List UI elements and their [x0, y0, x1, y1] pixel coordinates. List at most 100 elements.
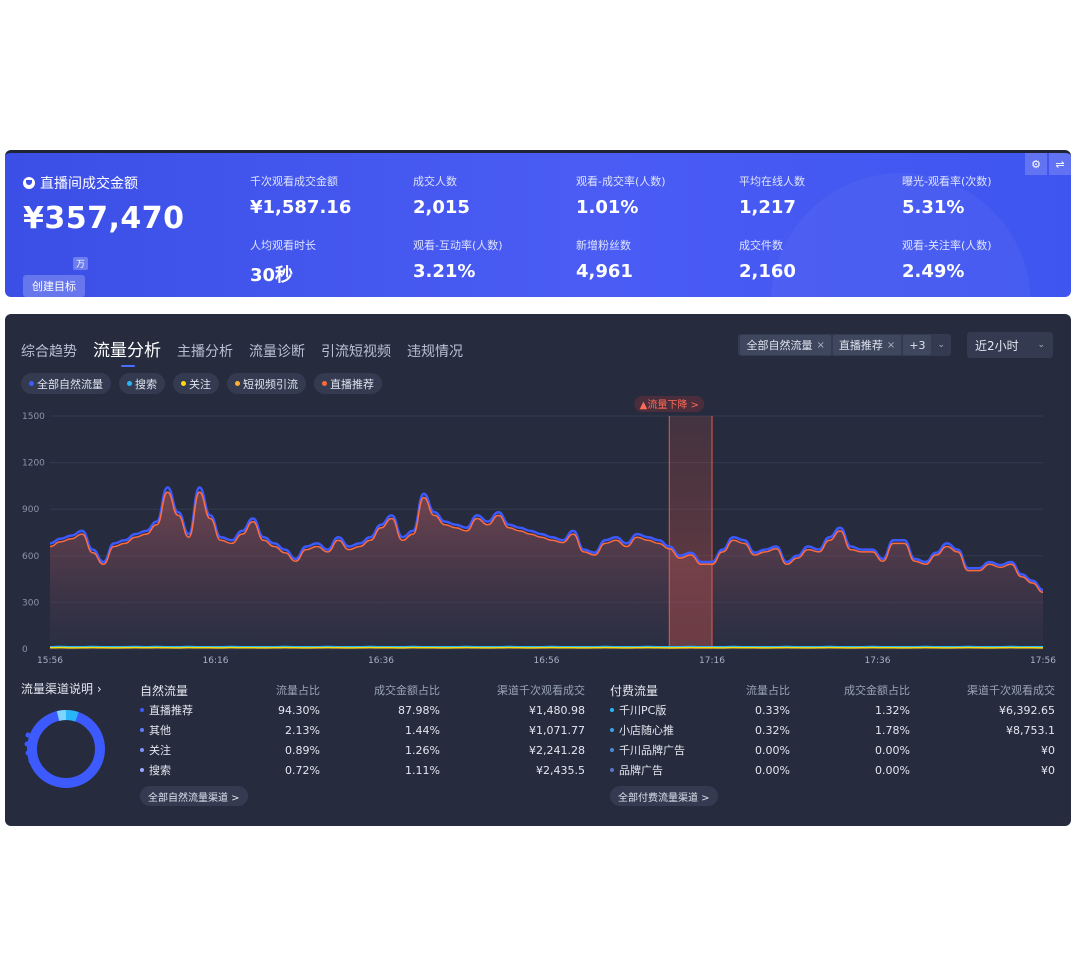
legend-label: 关注	[189, 377, 211, 391]
legend-item-recommend[interactable]: 直播推荐	[314, 373, 382, 394]
row-gpm: ¥0	[1041, 743, 1055, 757]
tab-traffic-diagnosis[interactable]: 流量诊断	[249, 344, 305, 360]
kpi-gpm[interactable]: 千次观看成交金额 ¥1,587.16	[250, 173, 400, 218]
kpi-value: ¥1,587.16	[250, 197, 352, 218]
table-row[interactable]: 品牌广告 0.00% 0.00% ¥0	[610, 760, 1055, 780]
all-paid-channels-button[interactable]: 全部付费流量渠道 >	[610, 786, 718, 806]
x-tick-label: 15:56	[37, 656, 63, 666]
kpi-exposure-view[interactable]: 曝光-观看率(次数) 5.31%	[902, 173, 1052, 218]
table-row[interactable]: 搜索 0.72% 1.11% ¥2,435.5	[140, 760, 585, 780]
row-dot	[610, 768, 614, 772]
kpi-view-conversion[interactable]: 观看-成交率(人数) 1.01%	[576, 173, 726, 218]
tab-overall-trend[interactable]: 综合趋势	[21, 344, 77, 360]
table-row[interactable]: 关注 0.89% 1.26% ¥2,241.28	[140, 740, 585, 760]
swap-icon[interactable]: ⇌	[1049, 153, 1071, 175]
legend-label: 全部自然流量	[37, 377, 103, 391]
channel-explain-link[interactable]: 流量渠道说明 ›	[21, 680, 102, 697]
table-row[interactable]: 千川品牌广告 0.00% 0.00% ¥0	[610, 740, 1055, 760]
legend-item-search[interactable]: 搜索	[119, 373, 165, 394]
donut-dot	[33, 765, 39, 771]
legend-dot	[181, 381, 186, 386]
kpi-value: 1,217	[739, 197, 796, 218]
series-line-全部自然流量	[49, 486, 1044, 592]
close-icon[interactable]: ×	[816, 339, 825, 351]
row-share: 0.89%	[285, 743, 320, 757]
row-share: 0.72%	[285, 763, 320, 777]
legend-dot	[29, 381, 34, 386]
more-filters-count[interactable]: +3	[903, 335, 932, 355]
kpi-follow-rate[interactable]: 观看-关注率(人数) 2.49%	[902, 237, 1052, 282]
header-cell: 流量占比	[276, 684, 320, 697]
kpi-new-fans[interactable]: 新增粉丝数 4,961	[576, 237, 726, 282]
tab-traffic-analysis[interactable]: 流量分析	[93, 336, 161, 367]
row-dot	[610, 748, 614, 752]
tab-short-video[interactable]: 引流短视频	[321, 344, 391, 360]
row-gmv: 1.32%	[875, 703, 910, 717]
row-gmv: 1.26%	[405, 743, 440, 757]
traffic-trend-chart: 0 300 600 900 1200 1500 15:56 16:16 16:36 16:56 17…	[22, 396, 1056, 666]
row-gmv: 1.11%	[405, 763, 440, 777]
row-dot	[140, 768, 144, 772]
donut-slice-search	[65, 709, 79, 722]
tab-anchor-analysis[interactable]: 主播分析	[177, 344, 233, 360]
table-row[interactable]: 千川PC版 0.33% 1.32% ¥6,392.65	[610, 700, 1055, 720]
channel-donut-chart	[24, 709, 105, 788]
chevron-down-icon[interactable]: ⌄	[937, 340, 945, 350]
gear-icon[interactable]: ⚙	[1025, 153, 1047, 175]
y-tick-label: 300	[22, 598, 39, 608]
row-gmv: 0.00%	[875, 763, 910, 777]
row-name: 搜索	[149, 764, 171, 777]
donut-dot	[28, 758, 34, 764]
header-cell: 流量占比	[746, 684, 790, 697]
header-cell: 付费流量	[610, 683, 659, 698]
filter-chip[interactable]: 全部自然流量 ×	[740, 335, 831, 355]
y-tick-label: 0	[22, 645, 28, 655]
row-share: 0.33%	[755, 703, 790, 717]
table-header: 自然流量 流量占比 成交金额占比 渠道千次观看成交	[140, 680, 585, 700]
table-row[interactable]: 其他 2.13% 1.44% ¥1,071.77	[140, 720, 585, 740]
kpi-value: 2.49%	[902, 261, 965, 282]
x-tick-label: 17:16	[699, 656, 725, 666]
donut-slice-other	[56, 710, 67, 721]
row-name: 关注	[149, 744, 171, 757]
row-gpm: ¥1,071.77	[529, 723, 585, 737]
row-dot	[610, 728, 614, 732]
row-name: 品牌广告	[619, 764, 663, 777]
x-tick-label: 17:56	[1030, 656, 1056, 666]
all-natural-channels-button[interactable]: 全部自然流量渠道 >	[140, 786, 248, 806]
row-gpm: ¥2,435.5	[536, 763, 585, 777]
traffic-filter-select[interactable]: 全部自然流量 × 直播推荐 × +3 ⌄	[738, 334, 951, 356]
kpi-label: 新增粉丝数	[576, 239, 631, 252]
kpi-label: 平均在线人数	[739, 175, 805, 188]
row-dot	[140, 708, 144, 712]
kpi-avg-online[interactable]: 平均在线人数 1,217	[739, 173, 889, 218]
kpi-label: 观看-关注率(人数)	[902, 239, 992, 252]
kpi-items-sold[interactable]: 成交件数 2,160	[739, 237, 889, 282]
time-range-select[interactable]: 近2小时 ⌄	[967, 332, 1053, 358]
create-goal-button[interactable]: 创建目标	[23, 275, 85, 297]
close-icon[interactable]: ×	[886, 339, 896, 351]
tab-violations[interactable]: 违规情况	[407, 344, 463, 360]
legend-dot	[235, 381, 240, 386]
kpi-buyers[interactable]: 成交人数 2,015	[413, 173, 563, 218]
kpi-value: 4,961	[576, 261, 633, 282]
header-cell: 渠道千次观看成交	[497, 684, 585, 697]
kpi-watch-duration[interactable]: 人均观看时长 30秒	[250, 237, 400, 287]
kpi-value: 3.21%	[413, 261, 476, 282]
table-row[interactable]: 小店随心推 0.32% 1.78% ¥8,753.1	[610, 720, 1055, 740]
kpi-label: 人均观看时长	[250, 239, 316, 252]
anomaly-band	[669, 416, 712, 649]
donut-dot	[39, 771, 45, 777]
kpi-interaction-rate[interactable]: 观看-互动率(人数) 3.21%	[413, 237, 563, 282]
legend-item-follow[interactable]: 关注	[173, 373, 219, 394]
row-gpm: ¥6,392.65	[999, 703, 1055, 717]
table-row[interactable]: 直播推荐 94.30% 87.98% ¥1,480.98	[140, 700, 585, 720]
x-tick-label: 16:56	[534, 656, 560, 666]
x-tick-label: 16:36	[368, 656, 394, 666]
legend-item-short-video[interactable]: 短视频引流	[227, 373, 306, 394]
legend-dot	[127, 381, 132, 386]
row-gmv: 1.78%	[875, 723, 910, 737]
filter-chip[interactable]: 直播推荐 ×	[832, 335, 902, 355]
legend-item-natural[interactable]: 全部自然流量	[21, 373, 111, 394]
card-tools: ⚙ ⇌	[1025, 153, 1071, 175]
